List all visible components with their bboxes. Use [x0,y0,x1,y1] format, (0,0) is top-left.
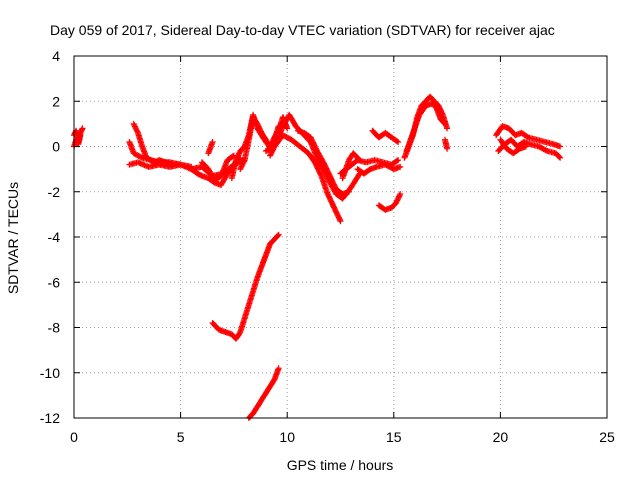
plot-frame [73,55,608,419]
data-point [444,125,451,132]
series-seg-p [354,161,404,177]
data-point [284,125,291,132]
y-tick-label: -6 [48,274,61,290]
series-seg-v [493,123,564,150]
data-point [394,157,400,164]
data-point [209,139,216,145]
data-point [169,161,176,168]
series-seg-t [403,100,448,154]
series-seg-r [375,191,404,213]
series-seg-o [339,150,363,182]
series-seg-g [198,152,237,184]
series-seg-y [209,231,282,342]
data-point [397,191,404,197]
x-tick-label: 5 [177,429,185,445]
data-point [395,139,402,145]
y-tick-label: -2 [48,184,61,200]
x-tick-label: 0 [70,429,78,445]
data-point [229,153,236,160]
series-seg-u [442,136,451,152]
data-point [557,154,564,161]
data-point [556,153,563,160]
series-seg-j [237,114,282,173]
data-point [77,132,84,139]
series-seg-b [71,132,84,150]
x-tick-label: 10 [279,429,295,445]
data-point [441,120,448,126]
data-point [394,138,400,145]
x-tick-label: 25 [599,429,615,445]
chart-title: Day 059 of 2017, Sidereal Day-to-day VTE… [50,22,555,38]
data-point [442,120,448,127]
y-tick-label: 4 [52,48,60,64]
axis-ticks: 0 5 10 15 20 25 -12 -10 -8 -6 -4 -2 0 2 4 [40,48,615,445]
series-seg-l [262,132,344,225]
data-point [346,188,352,195]
data-point [395,157,402,164]
data-points-layer [71,93,564,421]
x-tick-label: 15 [386,429,402,445]
y-tick-label: 2 [52,93,60,109]
data-point [557,143,564,150]
x-axis-label: GPS time / hours [287,457,394,473]
y-axis-label: SDTVAR / TECUs [5,182,21,294]
y-tick-label: -10 [40,365,60,381]
series-seg-q [369,127,402,145]
data-point [337,218,344,225]
series-seg-x [497,136,529,157]
series-seg-m [294,127,352,197]
data-point [397,163,404,170]
series-seg-z [245,365,282,421]
series-seg-e [130,120,176,168]
data-point [523,143,529,150]
y-tick-label: -12 [40,410,60,426]
data-point [274,232,281,239]
x-tick-label: 20 [493,429,509,445]
data-point [79,125,86,132]
data-point [356,157,363,164]
y-tick-label: -4 [48,229,61,245]
y-tick-label: 0 [52,139,60,155]
y-tick-label: -8 [48,320,61,336]
data-point [275,231,282,238]
data-point [355,156,362,163]
data-point [275,365,282,372]
series-seg-h [205,139,216,157]
grid-lines [74,56,607,418]
data-point [444,145,451,152]
